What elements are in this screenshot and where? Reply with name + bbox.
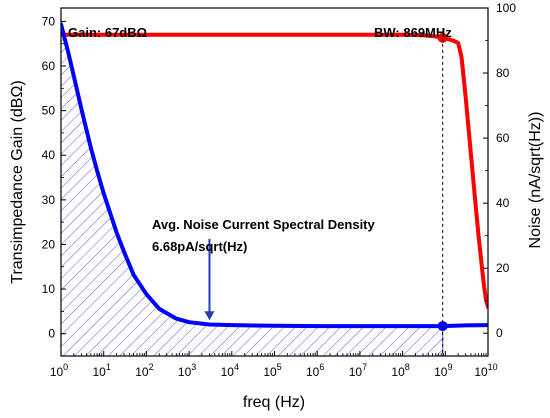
right-tick-label: 20 [496,261,510,275]
noise-arrow [204,238,215,321]
x-tick-label: 104 [221,362,239,379]
right-tick-label: 0 [496,326,503,340]
x-tick-label: 109 [434,362,452,379]
arrow-head [204,311,215,321]
left-tick-label: 60 [42,59,56,73]
left-tick-label: 40 [42,148,56,162]
x-tick-label: 1010 [474,362,497,379]
left-tick-label: 20 [42,237,56,251]
left-tick-label: 10 [42,282,56,296]
bw-annotation: BW: 869MHz [374,25,452,40]
x-tick-label: 102 [135,362,153,379]
x-tick-label: 100 [50,362,68,379]
axes-ticks: 100 101 102 103 104 105 106 107 108 109 1010 0 10 20 3… [42,1,517,379]
x-tick-label: 108 [391,362,409,379]
noise-annotation-line2: 6.68pA/sqrt(Hz) [152,239,247,254]
right-tick-label: 80 [496,66,510,80]
left-tick-label: 70 [42,14,56,28]
left-tick-label: 50 [42,104,56,118]
left-axis-title: Transimpedance Gain (dBΩ) [9,80,26,283]
left-tick-label: 0 [48,327,55,341]
x-tick-label: 107 [349,362,367,379]
right-tick-label: 100 [496,1,516,15]
x-tick-label: 106 [306,362,324,379]
right-axis-title: Noise (nA/sqrt(Hz)) [527,112,544,249]
right-tick-label: 60 [496,131,510,145]
x-axis-title: freq (Hz) [243,394,305,411]
right-tick-label: 40 [496,196,510,210]
x-tick-label: 105 [263,362,281,379]
x-tick-label: 103 [178,362,196,379]
gain-annotation: Gain: 67dBΩ [68,25,147,40]
left-tick-label: 30 [42,193,56,207]
noise-annotation-line1: Avg. Noise Current Spectral Density [152,217,376,232]
noise-hatch-fill [61,24,443,356]
noise-series-line [61,22,488,329]
noise-hatched-area [61,24,444,356]
x-tick-label: 101 [93,362,111,379]
